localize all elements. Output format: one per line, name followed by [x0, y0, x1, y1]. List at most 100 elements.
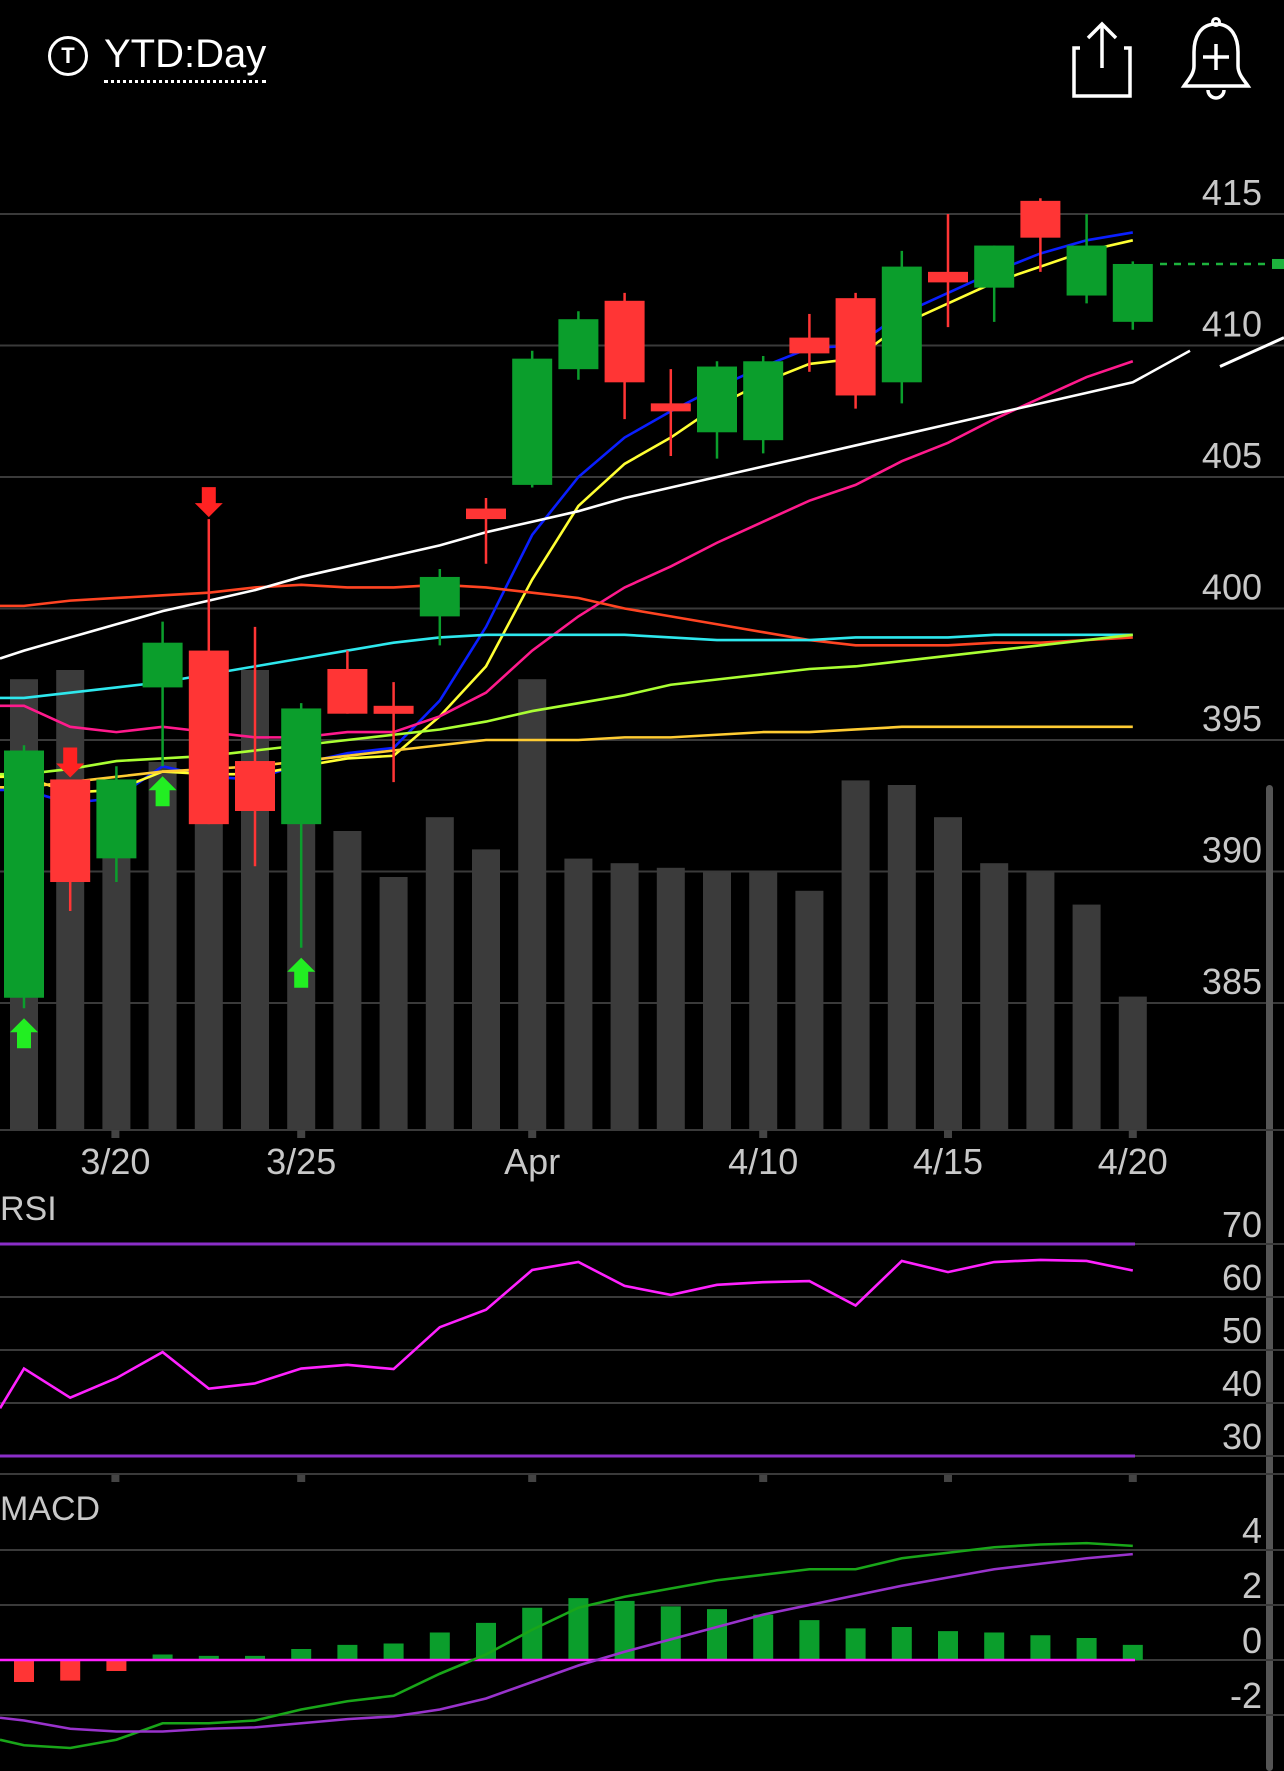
buy-signal-arrow-icon: [148, 776, 177, 807]
macd-histogram-bar: [614, 1600, 635, 1660]
x-tick: [111, 1130, 120, 1138]
macd-histogram-bar: [198, 1655, 219, 1660]
x-tick-lower: [944, 1474, 952, 1482]
x-tick-lower: [1128, 1474, 1137, 1482]
macd-histogram-bar: [891, 1627, 912, 1660]
candle-body: [1020, 200, 1061, 238]
volume-bar: [841, 780, 870, 1130]
moving-average-line: [0, 360, 1134, 739]
x-tick-label: 4/15: [913, 1141, 983, 1182]
macd-histogram-bar: [984, 1632, 1005, 1660]
x-tick: [297, 1130, 306, 1138]
macd-histogram-bar: [337, 1644, 358, 1660]
macd-histogram-bar: [14, 1660, 34, 1682]
candle-body: [281, 708, 322, 825]
rsi-tick-label: 30: [1222, 1416, 1262, 1457]
macd-tick-label: 2: [1242, 1565, 1262, 1606]
volume-bar: [980, 863, 1009, 1130]
x-tick: [528, 1130, 537, 1138]
macd-title: MACD: [0, 1490, 100, 1528]
macd-histogram-bar: [799, 1620, 820, 1660]
candle-body: [142, 642, 183, 688]
macd-histogram-bar: [1030, 1635, 1051, 1660]
volume-bar: [934, 817, 962, 1130]
macd-histogram-bar: [106, 1660, 127, 1671]
macd-histogram-bar: [707, 1609, 727, 1660]
candle-body: [743, 361, 784, 441]
price-tick-label: 400: [1202, 567, 1262, 608]
header: T YTD:Day: [0, 0, 1284, 120]
volume-bar: [425, 817, 454, 1130]
macd-histogram-bar: [568, 1598, 589, 1660]
candle-body: [96, 779, 137, 859]
macd-histogram-bar: [1122, 1644, 1143, 1660]
rsi-line: [0, 1258, 1134, 1409]
x-tick-label: 4/10: [728, 1141, 798, 1182]
candle-body: [50, 779, 91, 883]
rsi-tick-label: 50: [1222, 1310, 1262, 1351]
macd-tick-label: 0: [1242, 1620, 1262, 1661]
volume-bar: [564, 858, 593, 1130]
price-tick-label: 390: [1202, 830, 1262, 871]
volume-bar: [1118, 996, 1147, 1130]
price-tick-label: 410: [1202, 304, 1262, 345]
rsi-tick-label: 60: [1222, 1257, 1262, 1298]
volume-bar: [333, 831, 362, 1130]
candle-body: [881, 266, 922, 383]
price-tick-label: 395: [1202, 698, 1262, 739]
x-tick-lower: [759, 1474, 768, 1482]
macd-histogram-bar: [522, 1607, 543, 1660]
volume-bar: [472, 849, 500, 1130]
candle-body: [466, 508, 506, 520]
macd-histogram-bar: [429, 1632, 450, 1660]
macd-signal-line: [0, 1552, 1133, 1733]
volume-bar: [518, 679, 547, 1130]
x-tick: [1128, 1130, 1137, 1138]
rsi-tick-label: 70: [1222, 1204, 1262, 1245]
macd-histogram-bar: [1076, 1638, 1097, 1660]
candle-body: [835, 298, 876, 396]
bell-plus-icon: [1180, 17, 1252, 100]
volume-bar: [749, 872, 778, 1130]
candle-body: [188, 650, 229, 825]
volume-bar: [703, 872, 731, 1130]
x-tick-label: 3/20: [80, 1141, 150, 1182]
price-tick-label: 385: [1202, 961, 1262, 1002]
volume-bar: [795, 890, 824, 1130]
share-button[interactable]: [1072, 18, 1142, 102]
x-tick: [944, 1130, 952, 1138]
candle-body: [235, 761, 275, 812]
x-tick-lower: [111, 1474, 120, 1482]
candle-body: [1066, 245, 1107, 296]
scrollbar: [1266, 785, 1273, 1771]
macd-histogram-bar: [60, 1660, 81, 1681]
volume-bar: [148, 762, 177, 1130]
price-tick-label: 405: [1202, 435, 1262, 476]
macd-histogram-bar: [291, 1649, 312, 1660]
candle-body: [650, 403, 691, 412]
range-title[interactable]: YTD:Day: [104, 30, 267, 83]
moving-average-line: [0, 231, 1134, 805]
rsi-title: RSI: [0, 1190, 57, 1228]
candle-body: [4, 750, 44, 998]
macd-tick-label: 4: [1242, 1510, 1262, 1551]
alert-button[interactable]: [1178, 16, 1254, 102]
candle-body: [419, 576, 460, 617]
price-tick-label: 415: [1202, 172, 1262, 213]
candle-body: [697, 366, 737, 433]
volume-bar: [1026, 872, 1055, 1130]
sell-signal-arrow-icon: [56, 747, 85, 778]
x-tick-lower: [297, 1474, 306, 1482]
x-tick: [759, 1130, 768, 1138]
rsi-tick-label: 40: [1222, 1363, 1262, 1404]
candle-body: [604, 300, 645, 383]
macd-histogram-bar: [938, 1631, 958, 1660]
buy-signal-arrow-icon: [10, 1018, 38, 1049]
x-tick-label: 4/20: [1098, 1141, 1168, 1182]
last-price-marker: [1272, 258, 1284, 269]
macd-histogram-bar: [152, 1654, 173, 1660]
volume-bar: [887, 785, 916, 1130]
ticker-icon[interactable]: T: [48, 36, 88, 76]
trendline-extension: [1219, 336, 1284, 368]
